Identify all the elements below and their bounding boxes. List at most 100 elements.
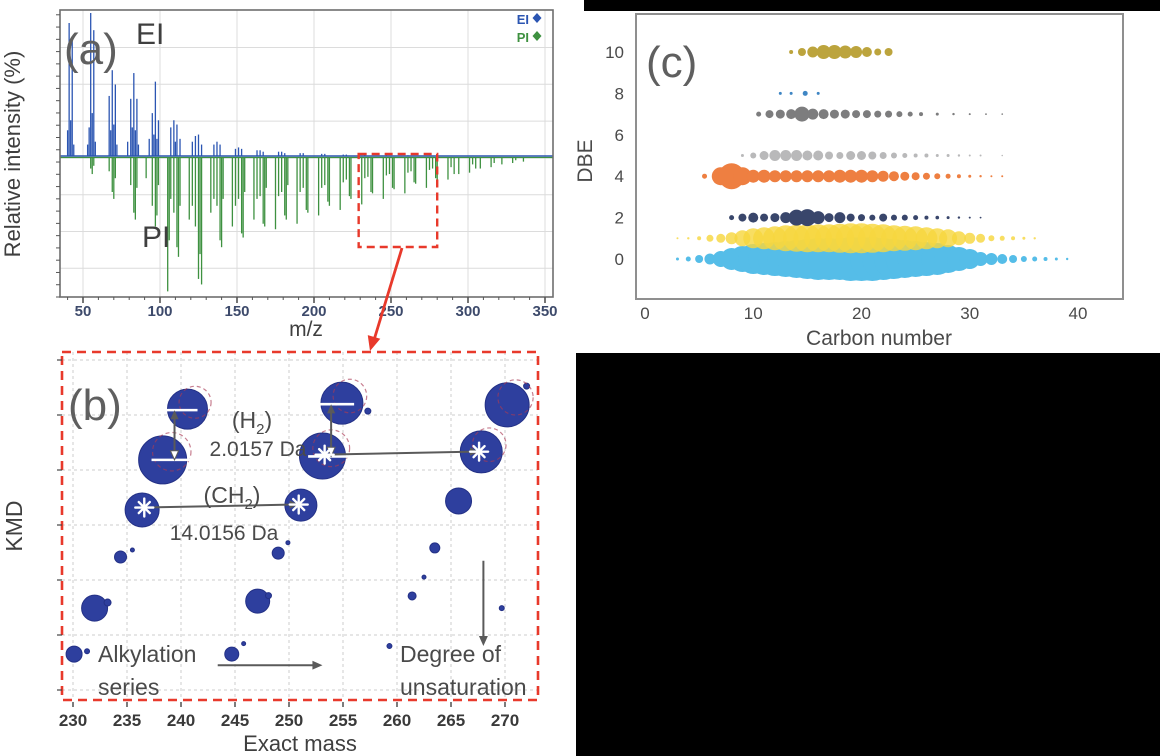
dbe-bubble [1032, 256, 1038, 262]
kmd-bubble [484, 382, 530, 428]
dbe-bubble [922, 172, 930, 180]
dbe-bubble [924, 153, 929, 158]
dbe-bubble [780, 212, 792, 224]
dbe-bubble [852, 110, 861, 119]
legend-ei-label: EI [517, 12, 529, 27]
x-tick-label: 240 [167, 711, 195, 730]
dbe-bubble [813, 150, 824, 161]
dbe-bubble [807, 46, 819, 58]
dbe-bubble [869, 214, 876, 221]
dbe-bubble [1001, 154, 1004, 157]
dbe-bubble [968, 174, 972, 178]
spectra [60, 13, 553, 292]
theoretical-dashed-circle [497, 379, 534, 416]
kmd-bubble [421, 574, 427, 580]
dbe-bubble [957, 154, 961, 157]
panel-c-label: (c) [646, 38, 697, 87]
dbe-bubble [1054, 257, 1058, 261]
y-axis-title: KMD [1, 500, 27, 551]
dbe-bubble [838, 45, 852, 59]
y-tick-label: 4 [615, 167, 624, 186]
dbe-bubble [999, 235, 1005, 241]
dbe-bubble [879, 152, 887, 159]
dbe-bubble [907, 111, 913, 117]
kmd-bubble [264, 592, 272, 600]
y-tick-label: 0 [615, 250, 624, 269]
dbe-bubble [816, 91, 820, 95]
dbe-bubble [740, 154, 744, 157]
dbe-bubble [1022, 236, 1026, 240]
kmd-bubble [386, 643, 393, 650]
kmd-bubble [364, 407, 372, 415]
dashed-frame: 230 235 240 245 250 255 260 265 270 [57, 350, 540, 730]
x-axis-title: Exact mass [243, 731, 357, 756]
dbe-series-2 [729, 209, 982, 227]
dbe-series-10 [789, 45, 893, 59]
dbe-bubble [874, 110, 882, 118]
y-tick-label: 2 [615, 209, 624, 228]
x-tick-label: 260 [383, 711, 411, 730]
y-tick-label: 8 [615, 84, 624, 103]
dbe-series-7 [756, 106, 1004, 122]
x-tick-label: 300 [455, 303, 480, 320]
dbe-bubble [812, 170, 825, 183]
kmd-bubble [498, 605, 505, 612]
dbe-bubble [829, 109, 839, 119]
kmd-bubble [407, 591, 417, 601]
dbe-bubble [857, 151, 866, 160]
dbe-bubble [716, 233, 726, 243]
ei-peaks [66, 13, 517, 156]
axes: 0 10 20 30 40 0 2 4 6 8 10 [605, 43, 1087, 323]
degree-annotation-line2: unsaturation [400, 674, 527, 700]
dbe-bubble [959, 249, 980, 269]
ch2-annotation: (CH2) [204, 482, 261, 513]
dbe-bubble [968, 216, 971, 219]
kmd-bubble [129, 547, 135, 553]
dbe-bubble [877, 170, 889, 182]
dbe-bubble [951, 231, 966, 246]
dbe-bubble [818, 109, 829, 120]
dbe-series-1 [676, 223, 1036, 254]
dbe-bubble [750, 152, 757, 159]
dbe-bubble [952, 112, 955, 116]
dbe-bubble [780, 150, 792, 161]
x-axis-title: Carbon number [806, 327, 952, 350]
dbe-bubble [968, 154, 971, 157]
dbe-bubble [935, 154, 939, 157]
dbe-bubble [956, 174, 961, 179]
dbe-bubble [791, 150, 803, 161]
dbe-bubble [697, 236, 702, 241]
dbe-bubble [890, 214, 897, 221]
dbe-bubble [704, 253, 716, 265]
kmd-bubble [224, 646, 240, 662]
x-tick-label: 150 [224, 303, 249, 320]
dbe-bubble [866, 170, 879, 183]
dbe-bubble [790, 170, 803, 183]
dbe-bubble [879, 213, 888, 222]
dbe-bubble [802, 150, 813, 161]
dbe-bubble [979, 175, 982, 178]
dbe-bubble [1001, 175, 1004, 178]
dbe-bubble [874, 48, 882, 56]
dbe-bubble [687, 237, 690, 240]
kmd-bubble [271, 546, 285, 560]
ch2-mass-annotation: 14.0156 Da [170, 522, 279, 545]
dbe-bubble [850, 46, 863, 58]
dbe-bubble [973, 252, 988, 266]
degree-annotation-line1: Degree of [400, 641, 502, 667]
dbe-bubble [834, 212, 846, 224]
dbe-bubble [794, 106, 810, 122]
dbe-bubble [676, 237, 679, 240]
legend-ei-diamond-icon [532, 13, 542, 23]
dbe-bubble [779, 170, 792, 183]
dbe-bubble [919, 112, 924, 117]
dbe-series-5 [740, 150, 1004, 161]
legend-pi-label: PI [517, 30, 529, 45]
dbe-bubble [844, 169, 858, 183]
dbe-bubble [675, 257, 679, 261]
kmd-bubble [285, 540, 291, 546]
dbe-bubble [748, 212, 759, 223]
dbe-bubble [1065, 257, 1069, 261]
legend: EI PI [517, 12, 542, 45]
dbe-bubble [968, 113, 971, 116]
